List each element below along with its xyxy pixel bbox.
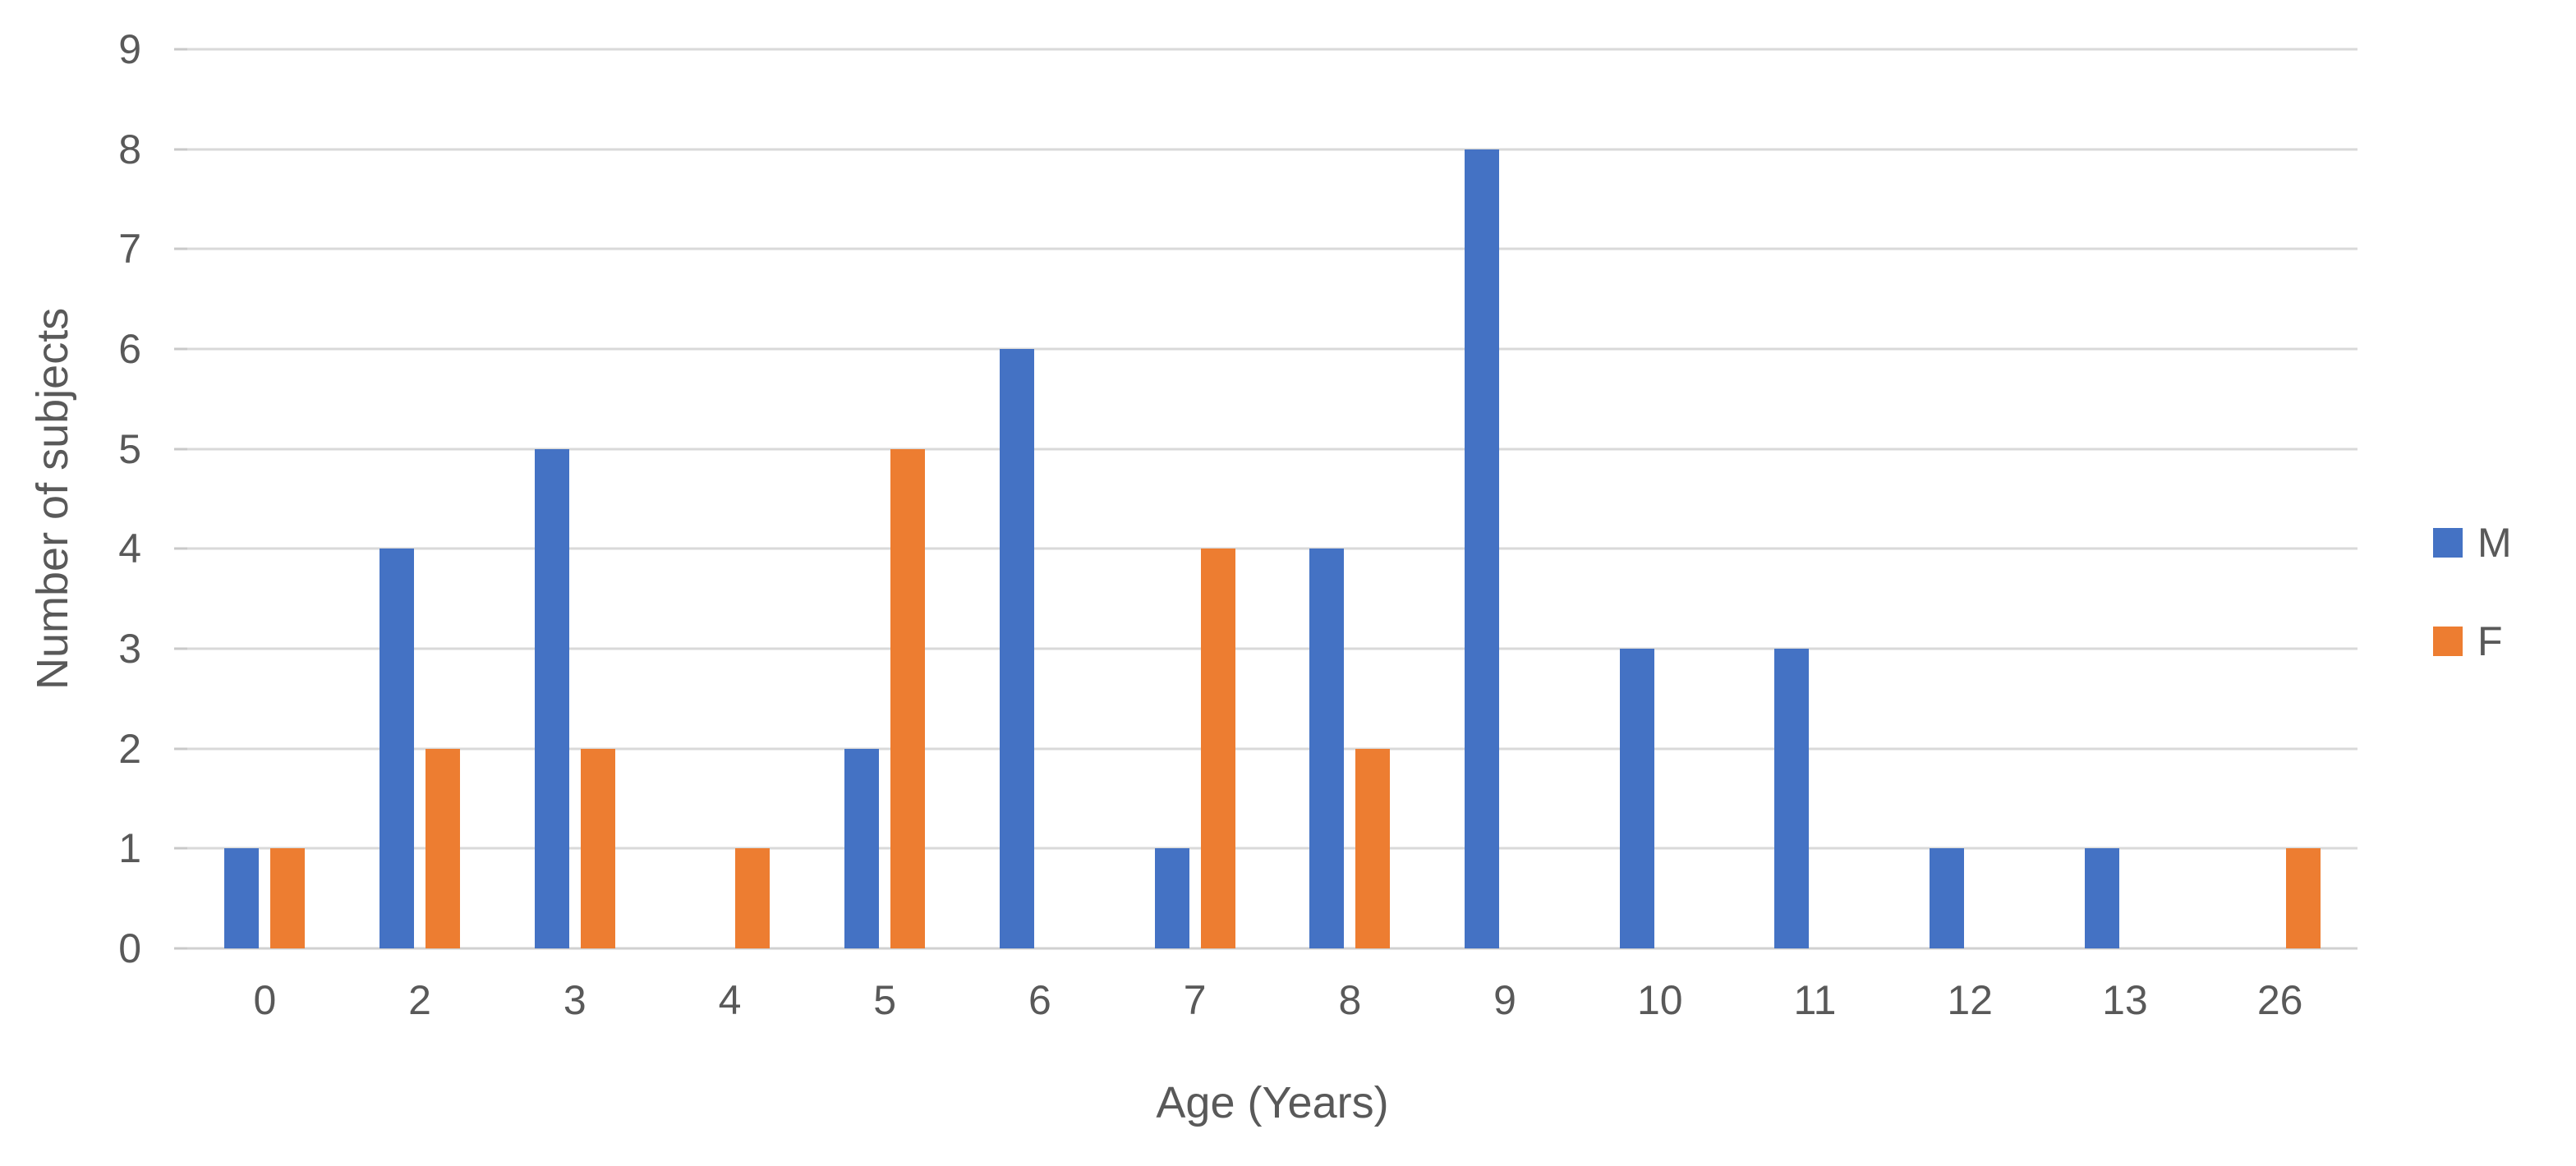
gridline-2 [187,747,2358,751]
y-tick-5 [174,448,187,451]
y-tick-label-7: 7 [118,226,141,273]
gridline-4 [187,547,2358,550]
plot-area [174,48,2358,950]
bar-m-age-13 [2084,848,2119,948]
x-tick-label-7: 7 [1183,977,1207,1023]
y-tick-label-2: 2 [118,725,141,772]
x-tick-label-4: 4 [718,977,742,1023]
x-tick-label-8: 8 [1338,977,1362,1023]
y-tick-2 [174,747,187,751]
gridline-5 [187,448,2358,451]
bar-f-age-2 [426,748,461,948]
bar-m-age-8 [1309,549,1345,948]
category-group-age-9 [1428,49,1583,948]
legend-swatch-f [2433,627,2463,656]
x-tick-label-0: 0 [253,977,277,1023]
bar-f-age-26 [2285,848,2321,948]
bar-m-age-2 [380,549,415,948]
bar-m-age-12 [1930,848,1965,948]
x-tick-label-5: 5 [873,977,897,1023]
y-tick-label-9: 9 [118,26,141,72]
y-tick-1 [174,847,187,850]
gridline-6 [187,347,2358,351]
gridline-1 [187,847,2358,850]
y-tick-label-6: 6 [118,326,141,372]
legend-label-f: F [2477,618,2503,664]
x-tick-label-2: 2 [408,977,431,1023]
x-tick-label-3: 3 [563,977,586,1023]
gridline-3 [187,647,2358,650]
y-tick-9 [174,48,187,51]
category-group-age-2 [343,49,498,948]
legend-item-m: M [2433,519,2512,567]
gridline-8 [187,148,2358,151]
x-axis-line [187,947,2358,950]
category-group-age-10 [1582,49,1737,948]
category-group-age-4 [652,49,807,948]
category-group-age-8 [1272,49,1428,948]
y-tick-label-5: 5 [118,425,141,472]
bar-m-age-6 [999,349,1034,948]
category-group-age-26 [2202,49,2358,948]
bar-f-age-3 [580,748,615,948]
gridline-9 [187,48,2358,51]
y-tick-label-3: 3 [118,626,141,672]
y-tick-label-0: 0 [118,925,141,971]
category-group-age-11 [1737,49,1893,948]
bar-f-age-0 [270,848,306,948]
bar-f-age-8 [1355,748,1391,948]
y-axis-tick-labels: 0 1 2 3 4 5 6 7 8 9 [0,29,141,969]
legend-label-m: M [2477,520,2512,566]
legend-swatch-m [2433,528,2463,558]
bar-m-age-11 [1774,649,1810,948]
y-tick-label-1: 1 [118,825,141,872]
bar-m-age-5 [844,748,880,948]
x-axis-tick-labels: 0 2 3 4 5 6 7 8 9 10 11 12 13 26 [187,971,2358,1029]
y-tick-6 [174,347,187,351]
bar-m-age-7 [1154,848,1189,948]
bar-f-age-4 [735,848,770,948]
x-tick-label-6: 6 [1028,977,1051,1023]
x-tick-label-9: 9 [1493,977,1516,1023]
gridline-7 [187,247,2358,250]
x-tick-label-13: 13 [2102,977,2148,1023]
category-group-age-5 [807,49,963,948]
bar-m-age-10 [1619,649,1654,948]
bar-f-age-5 [890,448,926,948]
y-tick-4 [174,547,187,550]
y-tick-7 [174,247,187,250]
legend-item-f: F [2433,617,2512,665]
x-axis-title: Age (Years) [1156,1078,1389,1127]
x-tick-label-10: 10 [1636,977,1683,1023]
category-group-age-7 [1117,49,1272,948]
x-tick-label-26: 26 [2256,977,2303,1023]
bar-m-age-3 [534,448,569,948]
bar-f-age-7 [1200,549,1235,948]
category-group-age-0 [187,49,343,948]
x-tick-label-12: 12 [1947,977,1993,1023]
y-tick-label-4: 4 [118,526,141,572]
category-group-age-12 [1893,49,2048,948]
legend: M F [2433,519,2512,665]
category-group-age-6 [963,49,1118,948]
y-tick-0 [174,947,187,950]
x-tick-label-11: 11 [1793,977,1837,1023]
bar-m-age-9 [1465,149,1500,948]
y-tick-3 [174,647,187,650]
category-group-age-3 [497,49,652,948]
y-tick-8 [174,148,187,151]
category-group-age-13 [2048,49,2203,948]
y-tick-label-8: 8 [118,126,141,172]
bar-m-age-0 [224,848,260,948]
